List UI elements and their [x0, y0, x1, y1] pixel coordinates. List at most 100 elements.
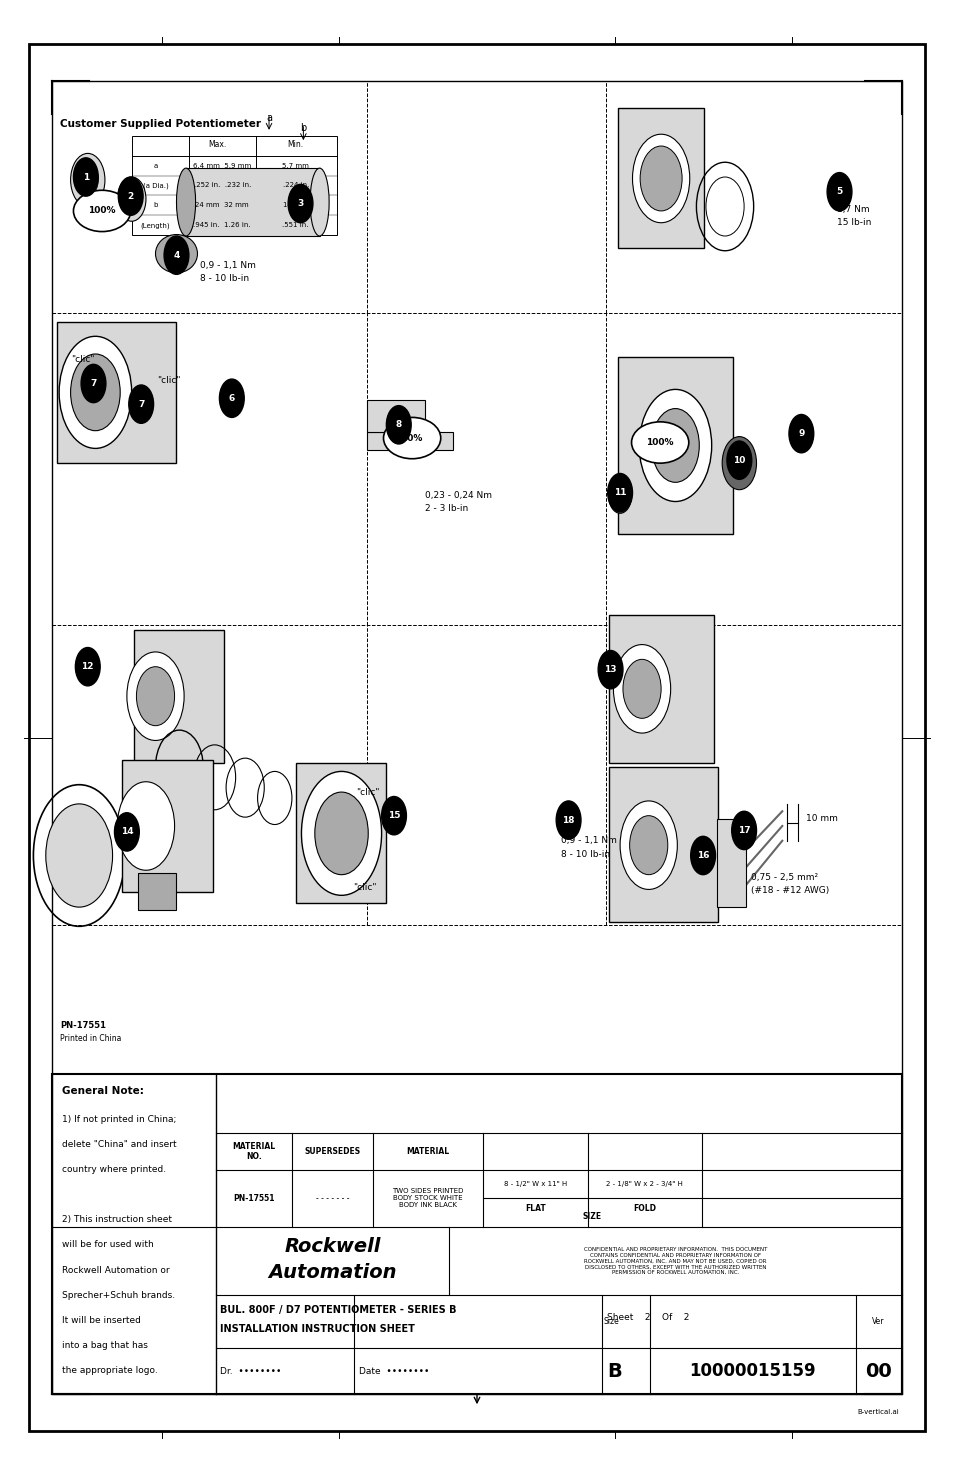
Ellipse shape	[721, 437, 756, 490]
Text: 100%: 100%	[89, 207, 115, 215]
Ellipse shape	[608, 478, 631, 513]
Text: Ver: Ver	[871, 1317, 884, 1326]
Text: "clic": "clic"	[355, 788, 379, 797]
Text: 10000015159: 10000015159	[689, 1361, 815, 1381]
Circle shape	[75, 648, 100, 686]
Ellipse shape	[619, 801, 677, 889]
Text: Rockwell Automation or: Rockwell Automation or	[62, 1266, 170, 1274]
Text: 13: 13	[603, 665, 617, 674]
Text: 15 lb-in: 15 lb-in	[836, 218, 870, 227]
Text: PN-17551: PN-17551	[233, 1193, 274, 1204]
Text: Customer Supplied Potentiometer: Customer Supplied Potentiometer	[60, 119, 261, 128]
Text: CONFIDENTIAL AND PROPRIETARY INFORMATION.  THIS DOCUMENT
CONTAINS CONFIDENTIAL A: CONFIDENTIAL AND PROPRIETARY INFORMATION…	[583, 1246, 766, 1276]
Circle shape	[386, 406, 411, 444]
Text: Max.: Max.	[208, 140, 227, 149]
Text: into a bag that has: into a bag that has	[62, 1341, 148, 1350]
Text: 0,9 - 1,1 Nm: 0,9 - 1,1 Nm	[200, 261, 256, 270]
Ellipse shape	[71, 354, 120, 431]
Ellipse shape	[301, 771, 381, 895]
Text: 1: 1	[83, 173, 89, 181]
Text: "clic": "clic"	[71, 355, 95, 364]
Text: 8 - 10 lb-in: 8 - 10 lb-in	[200, 274, 249, 283]
Bar	[186, 168, 319, 236]
Ellipse shape	[46, 804, 112, 907]
Circle shape	[73, 158, 98, 196]
Bar	[618, 357, 732, 534]
Text: 0,9 - 1,1 Nm: 0,9 - 1,1 Nm	[560, 836, 617, 845]
Ellipse shape	[117, 782, 174, 870]
Bar	[717, 819, 745, 907]
Ellipse shape	[176, 168, 195, 236]
Text: 0,23 - 0,24 Nm: 0,23 - 0,24 Nm	[424, 491, 491, 500]
Text: BUL. 800F / D7 POTENTIOMETER - SERIES B: BUL. 800F / D7 POTENTIOMETER - SERIES B	[220, 1305, 456, 1314]
Text: "clic": "clic"	[353, 884, 376, 892]
Ellipse shape	[73, 190, 131, 232]
Text: It will be inserted: It will be inserted	[62, 1316, 141, 1325]
Text: 11: 11	[613, 488, 626, 497]
Text: INSTALLATION INSTRUCTION SHEET: INSTALLATION INSTRUCTION SHEET	[220, 1325, 415, 1333]
Ellipse shape	[632, 134, 689, 223]
Bar	[618, 108, 703, 248]
Ellipse shape	[310, 168, 329, 236]
Circle shape	[81, 364, 106, 403]
Bar	[52, 81, 901, 1394]
Bar	[132, 136, 336, 235]
Text: MATERIAL: MATERIAL	[406, 1146, 449, 1156]
Ellipse shape	[136, 667, 174, 726]
Circle shape	[726, 441, 751, 479]
Ellipse shape	[127, 652, 184, 740]
Text: B: B	[606, 1361, 621, 1381]
Text: 8: 8	[395, 420, 401, 429]
Bar	[608, 615, 713, 763]
Text: SIZE: SIZE	[582, 1212, 601, 1221]
Bar	[367, 432, 453, 450]
Text: 2 - 1/8" W x 2 - 3/4" H: 2 - 1/8" W x 2 - 3/4" H	[606, 1181, 682, 1187]
Circle shape	[381, 796, 406, 835]
Ellipse shape	[59, 336, 132, 448]
Text: 7: 7	[91, 379, 96, 388]
Ellipse shape	[124, 187, 139, 211]
Circle shape	[556, 801, 580, 839]
Text: 6: 6	[229, 394, 234, 403]
Text: Dr.  ••••••••: Dr. ••••••••	[220, 1366, 281, 1376]
Text: 2) This instruction sheet: 2) This instruction sheet	[62, 1215, 172, 1224]
Text: Min.: Min.	[288, 140, 303, 149]
Bar	[367, 400, 424, 432]
Circle shape	[690, 836, 715, 875]
Text: 14 mm: 14 mm	[283, 202, 308, 208]
Text: will be for used with: will be for used with	[62, 1240, 153, 1249]
Text: 50%: 50%	[401, 434, 422, 442]
Bar	[57, 322, 176, 463]
Text: Automation: Automation	[268, 1264, 396, 1282]
Circle shape	[164, 236, 189, 274]
Circle shape	[129, 385, 153, 423]
Text: Sprecher+Schuh brands.: Sprecher+Schuh brands.	[62, 1291, 175, 1299]
Text: (a Dia.): (a Dia.)	[143, 183, 168, 189]
Text: 4: 4	[173, 251, 179, 260]
Text: 9: 9	[798, 429, 803, 438]
Text: 1) If not printed in China;: 1) If not printed in China;	[62, 1115, 176, 1124]
Text: 5.7 mm: 5.7 mm	[282, 162, 309, 168]
Circle shape	[788, 414, 813, 453]
Text: 00: 00	[864, 1361, 891, 1381]
Text: Size: Size	[603, 1317, 619, 1326]
Bar	[52, 1074, 901, 1394]
Text: 0,75 - 2,5 mm²: 0,75 - 2,5 mm²	[750, 873, 817, 882]
Ellipse shape	[71, 153, 105, 207]
Text: b: b	[153, 202, 157, 208]
Circle shape	[114, 813, 139, 851]
Text: 14: 14	[120, 827, 133, 836]
Text: Rockwell: Rockwell	[284, 1238, 380, 1255]
Text: Printed in China: Printed in China	[60, 1034, 121, 1043]
Text: delete "China" and insert: delete "China" and insert	[62, 1140, 176, 1149]
Text: the appropriate logo.: the appropriate logo.	[62, 1366, 157, 1375]
Bar	[138, 873, 176, 910]
Text: 24 mm  32 mm: 24 mm 32 mm	[195, 202, 249, 208]
Text: - - - - - - -: - - - - - - -	[315, 1193, 349, 1204]
Ellipse shape	[383, 417, 440, 459]
Text: (Length): (Length)	[140, 223, 171, 229]
Circle shape	[118, 177, 143, 215]
Text: 6.4 mm  5.9 mm: 6.4 mm 5.9 mm	[193, 162, 252, 168]
Ellipse shape	[639, 389, 711, 502]
Text: 8 - 10 lb-in: 8 - 10 lb-in	[560, 850, 609, 858]
